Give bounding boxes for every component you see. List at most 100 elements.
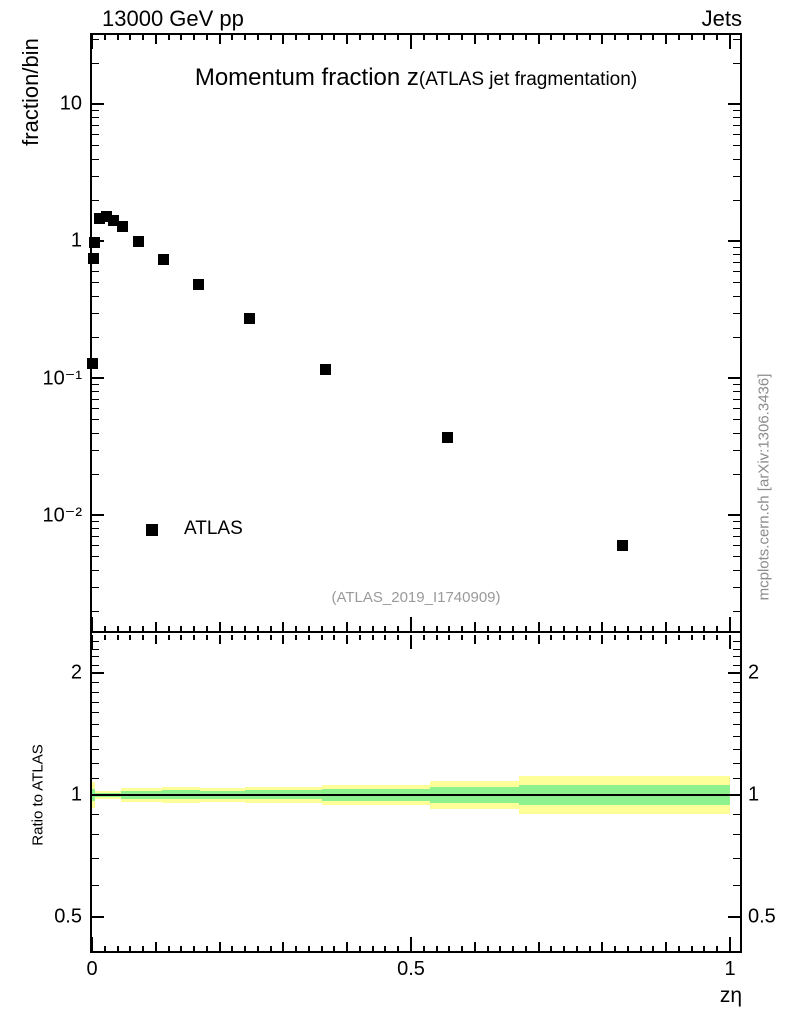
axis-tick — [733, 62, 740, 64]
axis-tick — [142, 626, 145, 631]
axis-tick — [371, 946, 374, 951]
axis-tick — [92, 735, 99, 737]
main-y-axis-label: fraction/bin — [18, 38, 43, 146]
axis-tick — [733, 262, 740, 264]
axis-tick — [231, 635, 234, 640]
axis-tick — [92, 648, 99, 650]
axis-tick — [422, 946, 425, 951]
axis-tick — [91, 35, 93, 49]
axis-tick — [92, 419, 99, 421]
axis-tick — [346, 942, 349, 951]
legend-label: ATLAS — [184, 518, 243, 539]
axis-tick — [677, 626, 680, 631]
axis-tick — [614, 626, 617, 631]
axis-tick — [461, 946, 464, 951]
axis-tick — [499, 626, 502, 631]
axis-tick — [92, 586, 99, 588]
axis-tick — [410, 635, 412, 649]
axis-tick — [512, 635, 515, 640]
axis-tick — [269, 35, 272, 40]
axis-tick — [320, 35, 323, 40]
axis-tick — [231, 626, 234, 631]
main-plot-frame — [90, 33, 742, 633]
axis-tick — [614, 946, 617, 951]
axis-tick — [537, 635, 540, 644]
axis-tick — [92, 884, 99, 886]
legend-square-marker-icon — [146, 524, 158, 536]
axis-tick — [295, 626, 298, 631]
axis-tick — [92, 748, 99, 750]
axis-tick — [733, 857, 740, 859]
axis-tick — [103, 635, 106, 640]
axis-tick — [129, 946, 132, 951]
axis-tick — [129, 635, 132, 640]
axis-tick — [524, 35, 527, 40]
data-point — [87, 253, 99, 265]
axis-tick — [499, 35, 502, 40]
axis-tick — [729, 937, 731, 951]
data-point — [117, 221, 129, 233]
axis-tick — [448, 626, 451, 631]
axis-tick — [92, 271, 99, 273]
axis-tick — [358, 946, 361, 951]
ratio-y-tick-label-right: 0.5 — [748, 905, 776, 928]
axis-tick — [588, 626, 591, 631]
axis-tick — [733, 247, 740, 249]
axis-tick — [665, 622, 668, 631]
axis-tick — [167, 946, 170, 951]
axis-tick — [92, 175, 99, 177]
axis-tick — [92, 723, 99, 725]
axis-tick — [129, 35, 132, 40]
axis-tick — [703, 635, 706, 640]
axis-tick — [690, 946, 693, 951]
axis-tick — [537, 35, 540, 44]
axis-tick — [92, 545, 99, 547]
axis-tick — [733, 569, 740, 571]
axis-tick — [244, 626, 247, 631]
axis-tick — [733, 723, 740, 725]
axis-tick — [295, 635, 298, 640]
axis-tick — [92, 610, 99, 612]
axis-tick — [473, 942, 476, 951]
axis-tick — [92, 813, 99, 815]
axis-tick — [92, 656, 99, 658]
axis-tick — [665, 35, 668, 44]
plot-title-main: Momentum fraction z — [194, 64, 419, 91]
axis-tick — [358, 635, 361, 640]
x-tick-label: 1 — [724, 958, 736, 980]
axis-tick — [92, 528, 99, 530]
axis-tick — [733, 586, 740, 588]
axis-tick — [588, 35, 591, 40]
axis-tick — [142, 635, 145, 640]
axis-tick — [92, 569, 99, 571]
axis-tick — [282, 942, 285, 951]
axis-tick — [92, 794, 104, 796]
ratio-y-tick-label: 0.5 — [54, 905, 82, 928]
axis-tick — [92, 336, 99, 338]
axis-tick — [733, 762, 740, 764]
axis-tick — [256, 946, 259, 951]
axis-tick — [537, 942, 540, 951]
axis-tick — [563, 635, 566, 640]
axis-tick — [733, 735, 740, 737]
data-point — [94, 213, 106, 225]
axis-tick — [397, 35, 400, 40]
axis-tick — [677, 35, 680, 40]
axis-tick — [652, 946, 655, 951]
axis-tick — [716, 35, 719, 40]
axis-tick — [358, 626, 361, 631]
axis-tick — [733, 145, 740, 147]
axis-tick — [116, 626, 119, 631]
axis-tick — [346, 635, 349, 644]
axis-tick — [92, 641, 99, 642]
axis-tick — [733, 158, 740, 160]
axis-tick — [154, 35, 157, 44]
axis-tick — [384, 946, 387, 951]
axis-tick — [733, 610, 740, 612]
axis-tick — [461, 635, 464, 640]
axis-tick — [733, 117, 740, 119]
axis-tick — [665, 942, 668, 951]
axis-tick — [473, 622, 476, 631]
ratio-y-axis-label: Ratio to ATLAS — [29, 744, 47, 846]
axis-tick — [154, 635, 157, 644]
